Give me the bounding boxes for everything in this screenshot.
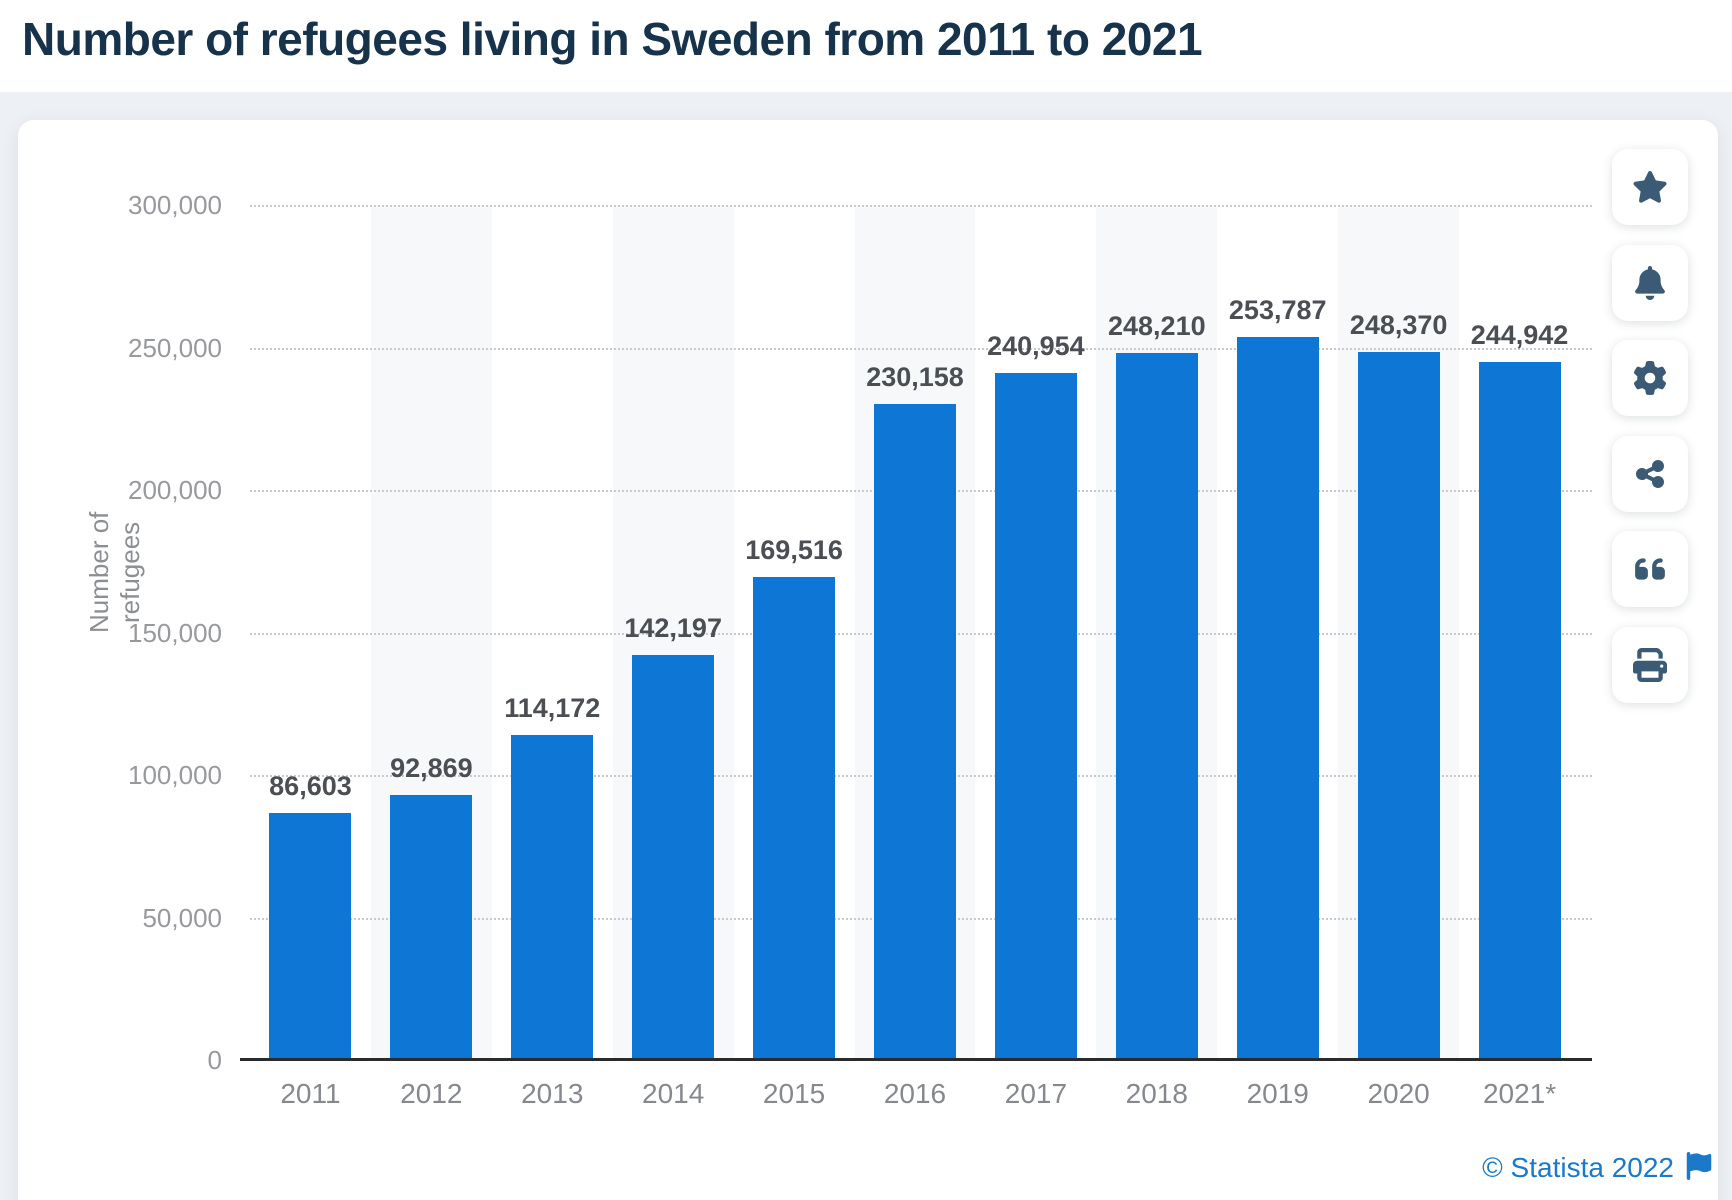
cite-button[interactable] [1612, 531, 1688, 607]
favorite-button[interactable] [1612, 149, 1688, 225]
y-tick-label: 0 [207, 1045, 222, 1075]
y-tick-label: 250,000 [128, 332, 222, 363]
gridline-250000 [250, 347, 1592, 350]
x-tick-label-2015: 2015 [762, 1078, 826, 1109]
bar-2017[interactable] [994, 373, 1077, 1060]
flag-icon [1686, 1151, 1712, 1185]
share-button[interactable] [1612, 436, 1688, 512]
bar-2014[interactable] [632, 654, 715, 1060]
print-button[interactable] [1612, 627, 1688, 703]
bar-value-label-2019: 253,787 [1228, 294, 1327, 325]
x-axis-line [240, 1058, 1592, 1061]
x-tick-label-2017: 2017 [1004, 1078, 1068, 1109]
y-tick-label: 150,000 [128, 617, 222, 648]
header-band [0, 0, 1732, 92]
bar-2021*[interactable] [1478, 361, 1561, 1060]
x-tick-label-2020: 2020 [1367, 1078, 1430, 1109]
bar-value-label-2015: 169,516 [745, 534, 843, 565]
x-tick-label-2011: 2011 [280, 1078, 341, 1109]
gridline-300000 [250, 205, 1592, 207]
y-tick-label: 50,000 [142, 902, 222, 933]
statista-credit-text: © Statista 2022 [1482, 1152, 1674, 1183]
x-tick-label-2019: 2019 [1246, 1078, 1309, 1109]
x-tick-label-2012: 2012 [400, 1078, 463, 1109]
x-tick-label-2014: 2014 [642, 1078, 705, 1109]
x-tick-label-2021*: 2021* [1482, 1078, 1557, 1109]
bar-value-label-2021*: 244,942 [1470, 319, 1569, 350]
bar-value-label-2014: 142,197 [624, 612, 722, 643]
bar-2020[interactable] [1357, 352, 1440, 1060]
bar-value-label-2013: 114,172 [504, 692, 601, 723]
bar-2013[interactable] [511, 734, 594, 1060]
y-axis-title: Number of refugees [84, 511, 145, 633]
bar-2015[interactable] [753, 576, 836, 1060]
y-tick-label: 200,000 [128, 475, 222, 505]
bar-value-label-2020: 248,370 [1349, 310, 1448, 341]
bell-icon [1633, 266, 1667, 300]
x-tick-label-2016: 2016 [883, 1078, 947, 1109]
bar-value-label-2011: 86,603 [269, 771, 352, 802]
settings-button[interactable] [1612, 340, 1688, 416]
bar-2012[interactable] [390, 795, 473, 1060]
bar-2019[interactable] [1236, 336, 1319, 1060]
statista-credit-link[interactable]: © Statista 2022 [1100, 1148, 1712, 1188]
bar-value-label-2012: 92,869 [390, 753, 473, 784]
bar-value-label-2017: 240,954 [987, 331, 1085, 362]
bar-value-label-2016: 230,158 [866, 362, 964, 393]
bar-value-label-2018: 248,210 [1108, 310, 1206, 341]
bar-2018[interactable] [1115, 352, 1198, 1060]
bar-2011[interactable] [269, 813, 352, 1060]
share-icon [1634, 458, 1666, 490]
y-tick-label: 100,000 [128, 760, 222, 790]
x-tick-label-2013: 2013 [521, 1078, 584, 1109]
bar-2016[interactable] [874, 404, 956, 1060]
printer-icon [1633, 648, 1667, 682]
y-tick-label: 300,000 [128, 190, 222, 220]
quote-icon [1633, 552, 1667, 586]
alerts-button[interactable] [1612, 245, 1688, 321]
gear-icon [1633, 361, 1667, 395]
page-title: Number of refugees living in Sweden from… [22, 13, 1203, 65]
x-tick-label-2018: 2018 [1125, 1078, 1188, 1109]
star-icon [1632, 169, 1668, 205]
